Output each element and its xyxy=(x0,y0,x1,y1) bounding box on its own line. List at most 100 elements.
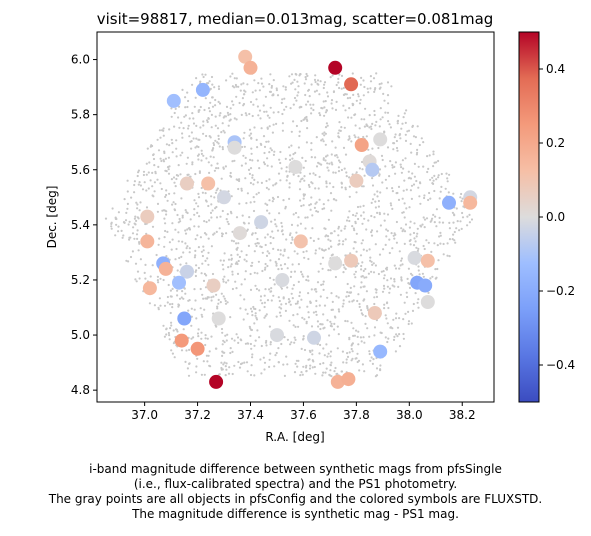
background-point xyxy=(385,317,388,320)
background-point xyxy=(153,164,156,167)
background-point xyxy=(224,374,227,377)
background-point xyxy=(277,248,280,251)
background-point xyxy=(306,127,309,130)
background-point xyxy=(278,299,281,303)
background-point xyxy=(323,114,326,117)
background-point xyxy=(389,126,392,129)
background-point xyxy=(351,102,354,105)
background-point xyxy=(408,206,411,209)
background-point xyxy=(346,282,349,286)
background-point xyxy=(253,79,256,82)
background-point xyxy=(217,298,220,301)
background-point xyxy=(223,131,226,134)
background-point xyxy=(396,120,399,123)
background-point xyxy=(310,148,313,151)
background-point xyxy=(337,170,341,173)
background-point xyxy=(201,293,204,296)
background-point xyxy=(243,278,246,281)
background-point xyxy=(323,207,326,210)
background-point xyxy=(290,341,293,344)
background-point xyxy=(231,100,234,103)
background-point xyxy=(193,288,196,291)
background-point xyxy=(137,183,140,186)
background-point xyxy=(350,344,353,347)
background-point xyxy=(329,192,333,195)
background-point xyxy=(214,124,217,127)
background-point xyxy=(191,161,194,164)
background-point xyxy=(334,366,337,370)
background-point xyxy=(403,230,407,233)
background-point xyxy=(246,312,249,315)
background-point xyxy=(277,296,280,299)
background-point xyxy=(199,80,202,83)
background-point xyxy=(224,115,227,118)
background-point xyxy=(231,273,234,276)
background-point xyxy=(209,211,213,214)
background-point xyxy=(279,314,282,317)
background-point xyxy=(466,215,469,218)
background-point xyxy=(211,149,214,152)
background-point xyxy=(280,167,283,170)
background-point xyxy=(468,221,471,224)
background-point xyxy=(201,254,204,258)
background-point xyxy=(235,242,238,245)
background-point xyxy=(283,248,286,251)
background-point xyxy=(211,105,215,108)
background-point xyxy=(206,337,209,340)
background-point xyxy=(429,277,432,280)
background-point xyxy=(368,114,371,117)
background-point xyxy=(360,340,363,343)
background-point xyxy=(216,141,219,144)
background-point xyxy=(293,341,296,344)
background-point xyxy=(280,342,283,346)
background-point xyxy=(266,250,269,253)
background-point xyxy=(379,107,382,110)
background-point xyxy=(380,270,383,273)
background-point xyxy=(145,162,148,165)
background-point xyxy=(425,239,428,242)
background-point xyxy=(391,190,394,193)
fluxstd-point xyxy=(418,278,433,293)
background-point xyxy=(360,118,363,121)
background-point xyxy=(235,118,238,121)
background-point xyxy=(363,125,366,128)
background-point xyxy=(236,336,240,339)
background-point xyxy=(356,205,360,209)
background-point xyxy=(348,185,351,188)
background-point xyxy=(205,354,208,357)
background-point xyxy=(404,157,407,160)
background-point xyxy=(147,187,150,190)
background-point xyxy=(344,225,347,228)
background-point xyxy=(430,219,433,222)
background-point xyxy=(384,314,387,317)
background-point xyxy=(303,318,306,321)
background-point xyxy=(342,93,345,96)
background-point xyxy=(291,297,294,300)
background-point xyxy=(414,240,417,243)
background-point xyxy=(207,117,210,120)
background-point xyxy=(322,86,325,90)
background-point xyxy=(354,113,357,116)
background-point xyxy=(210,216,213,219)
background-point xyxy=(177,164,180,167)
background-point xyxy=(214,98,217,102)
caption-line: The magnitude difference is synthetic ma… xyxy=(132,507,459,521)
background-point xyxy=(350,347,353,351)
background-point xyxy=(275,262,278,265)
background-point xyxy=(302,335,305,338)
background-point xyxy=(156,275,159,278)
background-point xyxy=(434,268,437,271)
background-point xyxy=(282,85,285,88)
background-point xyxy=(361,239,364,242)
background-point xyxy=(252,103,255,106)
background-point xyxy=(468,213,471,216)
background-point xyxy=(222,278,225,281)
background-point xyxy=(402,189,405,192)
background-point xyxy=(272,247,275,250)
background-point xyxy=(159,157,162,160)
chart-title: visit=98817, median=0.013mag, scatter=0.… xyxy=(97,10,494,28)
background-point xyxy=(342,361,345,364)
background-point xyxy=(136,203,139,206)
background-point xyxy=(262,85,265,88)
background-point xyxy=(284,302,288,305)
